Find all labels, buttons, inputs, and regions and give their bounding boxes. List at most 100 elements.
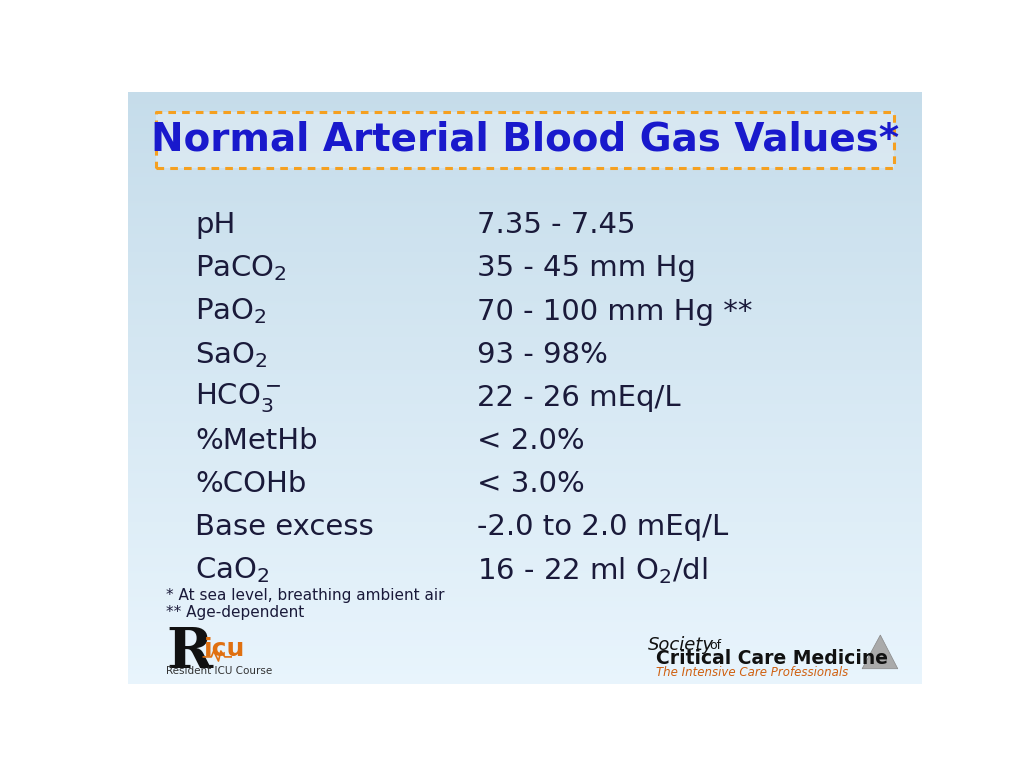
Text: PaCO$_2$: PaCO$_2$ <box>196 253 288 283</box>
Bar <box>128 362 922 364</box>
Bar <box>128 116 922 118</box>
Bar <box>128 177 922 179</box>
Bar <box>128 593 922 595</box>
Text: icu: icu <box>204 637 245 661</box>
Bar <box>128 311 922 313</box>
Bar <box>128 441 922 443</box>
Text: %COHb: %COHb <box>196 470 307 498</box>
Bar <box>128 569 922 571</box>
Bar <box>128 449 922 451</box>
Bar <box>128 492 922 495</box>
Bar <box>128 333 922 335</box>
Bar <box>128 161 922 163</box>
Bar <box>128 447 922 449</box>
Text: The Intensive Care Professionals: The Intensive Care Professionals <box>655 667 848 680</box>
Bar <box>128 242 922 244</box>
Text: < 3.0%: < 3.0% <box>477 470 585 498</box>
Bar <box>128 114 922 116</box>
Bar <box>128 495 922 496</box>
Bar <box>128 331 922 333</box>
Bar <box>128 589 922 591</box>
Bar <box>128 163 922 165</box>
Bar <box>128 313 922 315</box>
Bar <box>128 350 922 353</box>
Bar <box>128 135 922 137</box>
Bar <box>128 297 922 299</box>
Bar <box>128 222 922 224</box>
Bar <box>128 607 922 608</box>
Bar <box>128 664 922 666</box>
Bar <box>128 248 922 250</box>
Bar <box>128 638 922 641</box>
Bar <box>128 510 922 512</box>
Bar <box>128 676 922 677</box>
Bar <box>128 650 922 652</box>
Bar <box>128 144 922 145</box>
Bar <box>128 573 922 575</box>
Bar <box>128 185 922 187</box>
Bar <box>128 167 922 169</box>
Bar <box>128 165 922 167</box>
Bar <box>128 190 922 193</box>
Bar <box>128 253 922 256</box>
Text: 35 - 45 mm Hg: 35 - 45 mm Hg <box>477 254 696 283</box>
Bar <box>128 478 922 481</box>
Bar <box>128 287 922 290</box>
Bar <box>128 354 922 356</box>
Bar <box>128 283 922 286</box>
Bar <box>128 171 922 173</box>
Bar <box>128 530 922 531</box>
Bar <box>128 217 922 218</box>
Bar <box>128 632 922 634</box>
Bar <box>128 502 922 504</box>
Bar <box>128 388 922 390</box>
Text: 70 - 100 mm Hg **: 70 - 100 mm Hg ** <box>477 297 753 326</box>
Bar <box>128 581 922 583</box>
Bar <box>128 528 922 530</box>
Bar <box>128 666 922 667</box>
Bar <box>128 541 922 544</box>
Bar <box>128 565 922 568</box>
Bar <box>128 453 922 455</box>
Bar <box>128 155 922 157</box>
Bar <box>128 443 922 445</box>
Bar <box>128 137 922 140</box>
Bar <box>128 291 922 293</box>
Bar <box>128 520 922 522</box>
Bar <box>128 514 922 516</box>
Bar <box>128 200 922 203</box>
Bar <box>128 335 922 336</box>
Bar <box>128 392 922 394</box>
Bar <box>128 422 922 423</box>
Bar <box>128 413 922 415</box>
Bar <box>128 140 922 141</box>
Bar <box>128 126 922 127</box>
Bar <box>128 399 922 402</box>
Bar <box>128 439 922 441</box>
Bar <box>128 518 922 520</box>
Text: CaO$_2$: CaO$_2$ <box>196 556 269 585</box>
Bar <box>128 244 922 246</box>
Bar <box>128 260 922 262</box>
Text: Society: Society <box>648 636 714 654</box>
Bar <box>128 594 922 597</box>
Bar <box>128 604 922 607</box>
Bar <box>128 323 922 325</box>
Bar <box>128 425 922 427</box>
Bar <box>128 538 922 540</box>
Bar <box>128 601 922 603</box>
Bar <box>128 169 922 171</box>
Bar <box>128 104 922 106</box>
Bar <box>128 194 922 197</box>
Bar <box>128 451 922 453</box>
Bar <box>128 120 922 121</box>
Bar <box>128 648 922 650</box>
Bar <box>128 345 922 346</box>
Bar <box>128 681 922 684</box>
Bar <box>128 496 922 498</box>
Bar <box>128 92 922 94</box>
Bar <box>128 660 922 662</box>
Bar <box>128 157 922 159</box>
Bar <box>128 516 922 518</box>
Bar <box>128 549 922 551</box>
